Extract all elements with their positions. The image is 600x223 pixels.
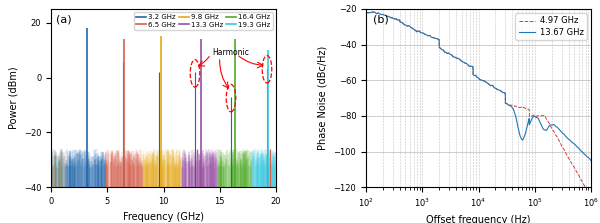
Text: Harmonic: Harmonic <box>212 48 249 57</box>
4.97 GHz <box>369 11 376 13</box>
X-axis label: Offset frequency (Hz): Offset frequency (Hz) <box>426 215 531 223</box>
13.67 GHz <box>583 155 590 158</box>
13.67 GHz <box>587 159 595 162</box>
X-axis label: Frequency (GHz): Frequency (GHz) <box>123 212 204 222</box>
13.67 GHz <box>559 132 566 135</box>
13.67 GHz <box>388 17 395 19</box>
Legend: 3.2 GHz, 6.5 GHz, 9.8 GHz, 13.3 GHz, 16.4 GHz, 19.3 GHz: 3.2 GHz, 6.5 GHz, 9.8 GHz, 13.3 GHz, 16.… <box>134 12 272 30</box>
13.67 GHz <box>458 60 466 63</box>
4.97 GHz <box>388 17 395 19</box>
13.67 GHz <box>362 11 370 14</box>
Line: 4.97 GHz: 4.97 GHz <box>366 12 591 197</box>
13.67 GHz <box>401 23 409 26</box>
4.97 GHz <box>401 23 409 26</box>
13.67 GHz <box>369 11 376 13</box>
Text: (a): (a) <box>56 14 71 24</box>
4.97 GHz <box>559 146 566 149</box>
Y-axis label: Power (dBm): Power (dBm) <box>8 67 18 129</box>
4.97 GHz <box>583 188 590 191</box>
Legend: 4.97 GHz, 13.67 GHz: 4.97 GHz, 13.67 GHz <box>515 13 587 40</box>
4.97 GHz <box>362 11 370 14</box>
Y-axis label: Phase Noise (dBc/Hz): Phase Noise (dBc/Hz) <box>318 46 328 150</box>
4.97 GHz <box>587 196 595 199</box>
4.97 GHz <box>458 60 466 63</box>
Line: 13.67 GHz: 13.67 GHz <box>366 12 591 161</box>
Text: (b): (b) <box>373 14 389 24</box>
4.97 GHz <box>449 55 456 57</box>
13.67 GHz <box>449 55 456 57</box>
